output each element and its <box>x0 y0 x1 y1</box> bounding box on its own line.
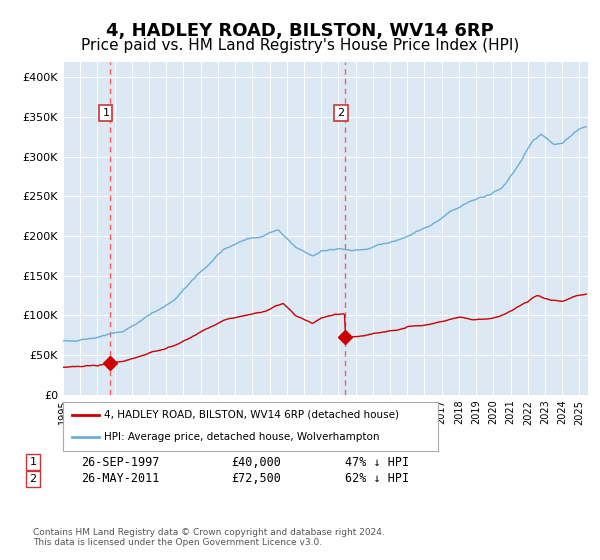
Text: £40,000: £40,000 <box>231 455 281 469</box>
Text: 2: 2 <box>337 108 344 118</box>
Text: HPI: Average price, detached house, Wolverhampton: HPI: Average price, detached house, Wolv… <box>104 432 380 442</box>
Text: Contains HM Land Registry data © Crown copyright and database right 2024.
This d: Contains HM Land Registry data © Crown c… <box>33 528 385 547</box>
Text: £72,500: £72,500 <box>231 472 281 486</box>
Text: 26-SEP-1997: 26-SEP-1997 <box>81 455 160 469</box>
Text: 1: 1 <box>29 457 37 467</box>
Text: 4, HADLEY ROAD, BILSTON, WV14 6RP: 4, HADLEY ROAD, BILSTON, WV14 6RP <box>106 22 494 40</box>
Text: Price paid vs. HM Land Registry's House Price Index (HPI): Price paid vs. HM Land Registry's House … <box>81 38 519 53</box>
Text: 4, HADLEY ROAD, BILSTON, WV14 6RP (detached house): 4, HADLEY ROAD, BILSTON, WV14 6RP (detac… <box>104 410 399 420</box>
Text: 26-MAY-2011: 26-MAY-2011 <box>81 472 160 486</box>
Text: 47% ↓ HPI: 47% ↓ HPI <box>345 455 409 469</box>
Text: 2: 2 <box>29 474 37 484</box>
Text: 1: 1 <box>103 108 109 118</box>
Text: 62% ↓ HPI: 62% ↓ HPI <box>345 472 409 486</box>
